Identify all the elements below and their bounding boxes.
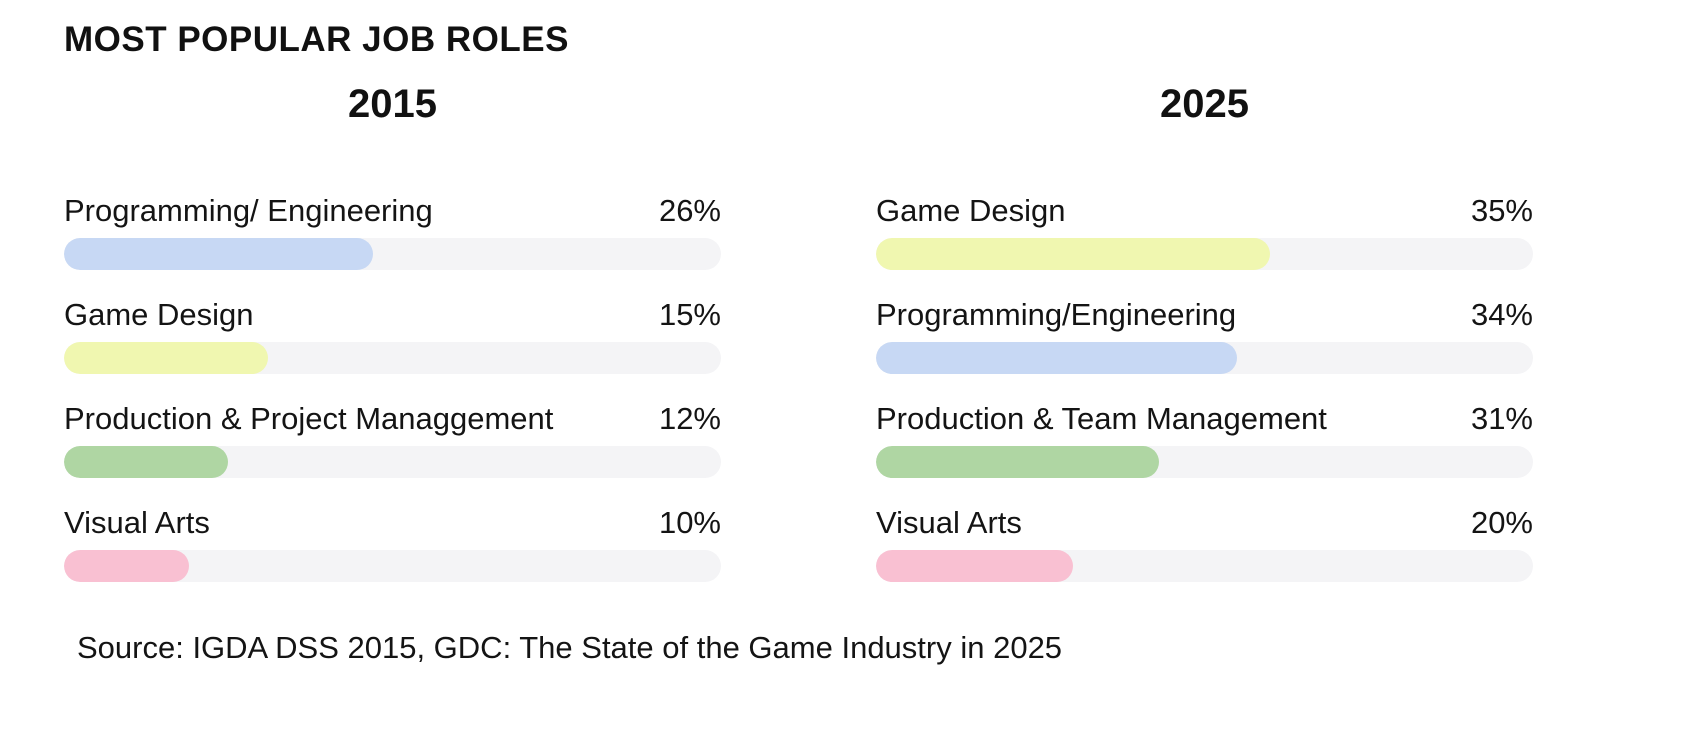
bar-row: Game Design 15%: [64, 297, 721, 374]
value-label: 10%: [658, 505, 721, 540]
value-label: 20%: [1470, 505, 1533, 540]
bar-track: [64, 238, 721, 270]
category-label: Production & Team Management: [876, 401, 1327, 436]
chart-2015: 2015 Programming/ Engineering 26% Game Des…: [64, 82, 721, 609]
chart-2015-rows: Programming/ Engineering 26% Game Design 15…: [64, 193, 721, 582]
bar-row-head: Production & Team Management 31%: [876, 401, 1533, 437]
bar-fill-blue: [64, 238, 373, 270]
bar-track: [876, 446, 1533, 478]
bar-fill-pink: [64, 550, 189, 582]
bar-track: [876, 342, 1533, 374]
bar-row: Game Design 35%: [876, 193, 1533, 270]
category-label: Game Design: [876, 193, 1066, 228]
bar-row-head: Programming/Engineering 34%: [876, 297, 1533, 333]
value-label: 34%: [1470, 297, 1533, 332]
bar-fill-green: [876, 446, 1159, 478]
chart-2025-year-header: 2025: [1160, 82, 1249, 126]
bar-row-head: Game Design 15%: [64, 297, 721, 333]
bar-track: [64, 342, 721, 374]
category-label: Programming/Engineering: [876, 297, 1237, 332]
bar-row: Visual Arts 10%: [64, 505, 721, 582]
chart-2025: 2025 Game Design 35% Programming/Engineeri…: [876, 82, 1533, 609]
value-label: 12%: [658, 401, 721, 436]
page-title: MOST POPULAR JOB ROLES: [64, 20, 569, 59]
bar-track: [64, 550, 721, 582]
bar-fill-pink: [876, 550, 1074, 582]
category-label: Visual Arts: [876, 505, 1022, 540]
value-label: 15%: [658, 297, 721, 332]
bar-row-head: Visual Arts 10%: [64, 505, 721, 541]
bar-fill-yellow: [876, 238, 1271, 270]
category-label: Game Design: [64, 297, 254, 332]
bar-row-head: Production & Project Managgement 12%: [64, 401, 721, 437]
category-label: Production & Project Managgement: [64, 401, 554, 436]
value-label: 31%: [1470, 401, 1533, 436]
bar-fill-green: [64, 446, 229, 478]
chart-2015-year-header: 2015: [348, 82, 437, 126]
bar-row: Programming/Engineering 34%: [876, 297, 1533, 374]
value-label: 26%: [658, 193, 721, 228]
bar-row: Production & Team Management 31%: [876, 401, 1533, 478]
bar-row-head: Visual Arts 20%: [876, 505, 1533, 541]
chart-2025-rows: Game Design 35% Programming/Engineering 34%…: [876, 193, 1533, 582]
bar-row-head: Programming/ Engineering 26%: [64, 193, 721, 229]
bar-track: [876, 550, 1533, 582]
category-label: Visual Arts: [64, 505, 210, 540]
bar-fill-blue: [876, 342, 1238, 374]
category-label: Programming/ Engineering: [64, 193, 433, 228]
chart-columns: 2015 Programming/ Engineering 26% Game Des…: [64, 82, 1533, 609]
bar-track: [64, 446, 721, 478]
bar-row-head: Game Design 35%: [876, 193, 1533, 229]
bar-fill-yellow: [64, 342, 268, 374]
source-citation: Source: IGDA DSS 2015, GDC: The State of…: [77, 630, 1063, 665]
value-label: 35%: [1470, 193, 1533, 228]
bar-row: Programming/ Engineering 26%: [64, 193, 721, 270]
bar-row: Visual Arts 20%: [876, 505, 1533, 582]
bar-row: Production & Project Managgement 12%: [64, 401, 721, 478]
bar-track: [876, 238, 1533, 270]
